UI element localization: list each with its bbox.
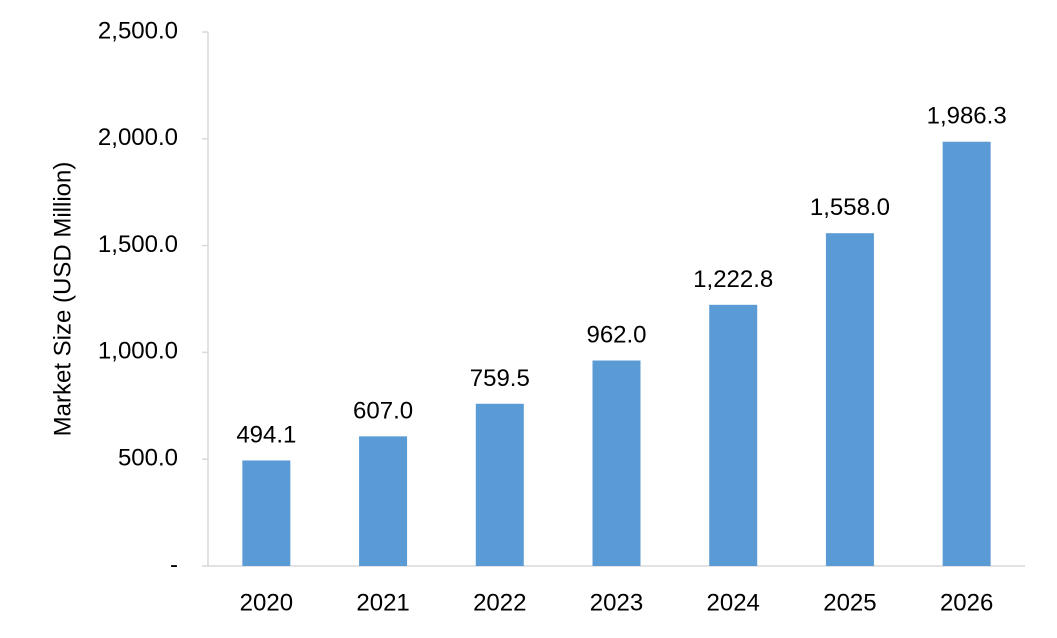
data-label-2025: 1,558.0 [810,194,890,221]
data-label-2024: 1,222.8 [693,266,773,293]
y-tick-label: 500.0 [118,445,178,472]
y-tick-label: 2,000.0 [98,124,178,151]
bar-2026 [942,141,991,566]
bar-2025 [825,233,874,567]
x-tick-label-2023: 2023 [590,589,643,616]
x-tick-label-2022: 2022 [473,589,526,616]
bar-2022 [475,403,524,566]
y-tick-label: - [170,551,178,578]
bar-2020 [242,460,291,566]
y-tick-label: 2,500.0 [98,17,178,44]
x-tick-label-2026: 2026 [940,589,993,616]
bar-2023 [592,360,641,566]
data-labels: 494.1 607.0 759.5 962.0 1,222.8 1,558.0 1,986.… [236,103,1006,449]
x-axis: 2020 2021 2022 2023 2024 2025 2026 [208,565,1025,616]
x-tick-label-2021: 2021 [356,589,409,616]
data-label-2021: 607.0 [353,397,413,424]
bars [242,141,991,567]
x-tick-label-2020: 2020 [240,589,293,616]
x-tick-label-2025: 2025 [823,589,876,616]
data-label-2026: 1,986.3 [927,103,1007,130]
data-label-2022: 759.5 [470,365,530,392]
data-label-2023: 962.0 [586,322,646,349]
y-axis-title: Market Size (USD Million) [49,162,76,437]
x-tick-label-2024: 2024 [707,589,760,616]
y-tick-label: 1,500.0 [98,231,178,258]
bar-2024 [709,304,758,566]
data-label-2020: 494.1 [236,421,296,448]
y-axis: - 500.0 1,000.0 1,500.0 2,000.0 2,500.0 [98,17,209,578]
bar-2021 [359,436,408,566]
y-tick-label: 1,000.0 [98,338,178,365]
